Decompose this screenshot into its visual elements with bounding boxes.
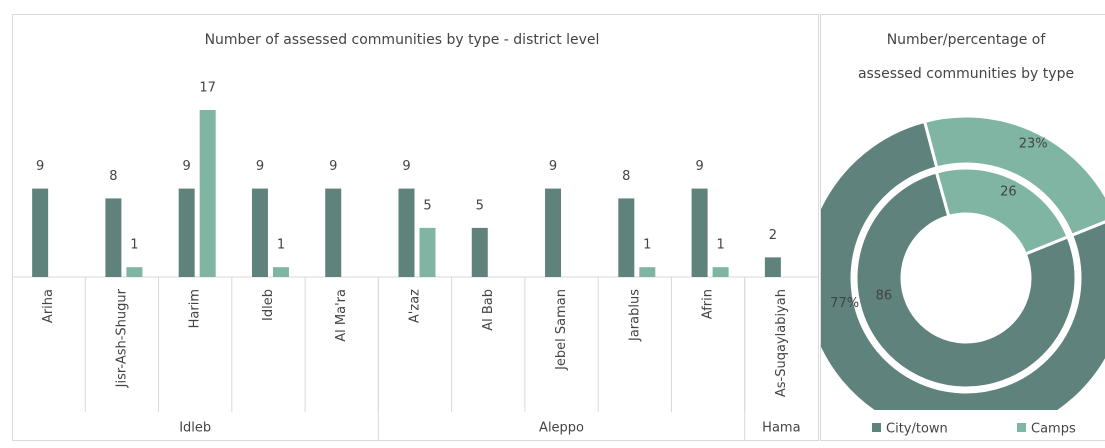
data-label: 23% (1019, 136, 1048, 151)
bar (692, 189, 708, 277)
data-label: 9 (695, 159, 703, 174)
bar (472, 228, 488, 277)
data-label: 9 (402, 159, 410, 174)
bar (713, 267, 729, 277)
data-label: 9 (256, 159, 264, 174)
group-label: Idleb (179, 421, 211, 436)
bar (618, 198, 634, 277)
x-tick-label: Harim (188, 289, 203, 328)
bar (545, 189, 561, 277)
x-tick-label: Jebel Saman (554, 289, 569, 371)
data-label: 1 (716, 238, 724, 253)
bar (32, 189, 48, 277)
bar (420, 228, 436, 277)
x-tick-label: Jarablus (627, 289, 642, 342)
data-label: 2 (769, 228, 777, 243)
legend-label: Camps (1031, 422, 1076, 437)
donut-area: 86 26 77% 23% (804, 116, 1105, 440)
x-tick-label: Jisr-Ash-Shugur (114, 288, 129, 388)
chart-title: assessed communities by type (858, 66, 1074, 82)
x-tick-label: Afrin (701, 289, 716, 319)
legend-swatch (872, 423, 881, 432)
bar (105, 198, 121, 277)
data-label: 8 (622, 169, 630, 184)
data-label: 17 (199, 81, 216, 96)
data-label: 1 (643, 238, 651, 253)
bar (252, 189, 268, 277)
bar (765, 257, 781, 277)
x-tick-label: Al Ma'ra (334, 289, 349, 342)
data-label: 9 (549, 159, 557, 174)
data-label: 8 (109, 169, 117, 184)
x-tick-label: Ariha (41, 289, 56, 323)
legend-swatch (1017, 423, 1026, 432)
data-label: 5 (476, 198, 484, 213)
group-label: Aleppo (539, 421, 584, 436)
group-label: Hama (762, 421, 800, 436)
bar (639, 267, 655, 277)
data-label: 9 (36, 159, 44, 174)
data-label: 9 (329, 159, 337, 174)
bar (200, 110, 216, 277)
data-label: 9 (183, 159, 191, 174)
chart-title: Number/percentage of (887, 32, 1047, 48)
bar (273, 267, 289, 277)
data-label: 86 (876, 288, 893, 303)
x-tick-label: Al Bab (481, 289, 496, 331)
data-label: 1 (130, 238, 138, 253)
x-tick-label: As-Suqaylabiyah (774, 289, 789, 397)
legend-label: City/town (886, 422, 948, 437)
data-label: 77% (830, 296, 859, 311)
chart-title: Number of assessed communities by type -… (205, 32, 600, 48)
bar (325, 189, 341, 277)
bar (399, 189, 415, 277)
data-label: 5 (423, 198, 431, 213)
data-label: 26 (1000, 184, 1017, 199)
bar (179, 189, 195, 277)
data-label: 1 (277, 238, 285, 253)
x-tick-label: A'zaz (408, 289, 423, 323)
x-tick-label: Idleb (261, 289, 276, 321)
bar (126, 267, 142, 277)
